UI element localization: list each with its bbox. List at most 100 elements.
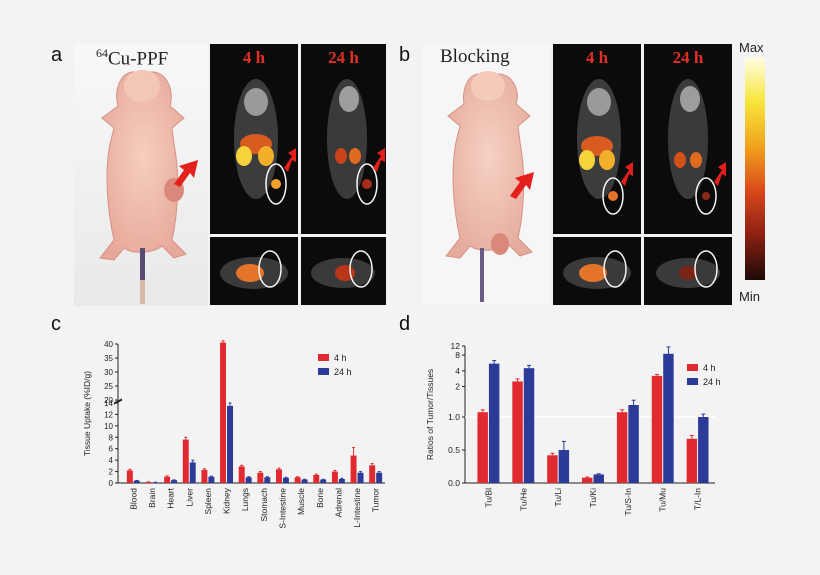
bar-4h (201, 469, 208, 483)
x-tick-label: Tu/He (518, 488, 528, 511)
y-tick-label: 10 (104, 422, 113, 431)
x-tick-label: Tu/S-In (623, 488, 633, 516)
x-tick-label: Tumor (371, 488, 381, 512)
y-tick-label: 4 (109, 456, 114, 465)
x-tick-label: Blood (128, 488, 138, 510)
y-tick-label: 25 (104, 382, 113, 391)
bar-4h (294, 477, 301, 483)
legend-swatch (687, 378, 698, 385)
y-tick-label: 2 (109, 468, 114, 477)
bar-4h (350, 455, 357, 483)
legend-swatch (318, 354, 329, 361)
bar-24h (698, 417, 709, 483)
isotope-mass-number: 64 (96, 46, 108, 60)
pet-scan-24h-axial-a (301, 237, 386, 305)
x-tick-label: Brain (147, 488, 157, 508)
bar-24h (488, 363, 500, 483)
bar-4h (238, 466, 245, 483)
pet-scan-4h-coronal-b: 4 h (553, 44, 641, 234)
bar-4h (547, 455, 558, 483)
scan-time-label: 4 h (585, 48, 609, 67)
bar-4h (512, 381, 523, 483)
scan-time-label: 4 h (242, 48, 266, 67)
x-tick-label: Heart (166, 487, 176, 508)
x-tick-label: L-Intestine (352, 488, 362, 528)
x-tick-label: Liver (184, 488, 194, 507)
bar-4h (331, 471, 338, 483)
x-tick-label: Tu/Li (553, 488, 563, 507)
x-tick-label: Muscle (296, 488, 306, 515)
chart-tumor-ratios: 0.0 0.5 1.0 2 4 812 Ratios of Tumor/Tissues Tu/… (425, 341, 721, 516)
y-tick-label: 14 (104, 399, 113, 408)
bar-4h (477, 412, 488, 483)
y-tick-label: 2 (455, 381, 460, 391)
legend-label: 4 h (703, 363, 716, 373)
legend-swatch (687, 364, 698, 371)
legend-label: 4 h (334, 353, 347, 363)
y-axis-title: Tissue Uptake (%ID/g) (82, 371, 92, 456)
bar-4h (164, 476, 171, 483)
bar-24h (208, 476, 215, 483)
x-tick-label: Lungs (240, 488, 250, 511)
panel-label-b: b (399, 44, 411, 66)
pet-scan-4h-axial-b (553, 237, 641, 305)
bar-24h (357, 472, 364, 483)
bar-24h (264, 477, 271, 483)
tracer-name: Cu-PPF (108, 48, 169, 70)
pet-scan-24h-coronal-b: 24 h (644, 44, 732, 234)
y-tick-label: 0.5 (448, 445, 460, 455)
legend-label: 24 h (334, 367, 352, 377)
y-tick-label: 8 (109, 433, 114, 442)
bar-4h (616, 412, 628, 483)
colorbar-min-label: Min (739, 289, 760, 304)
photo-title-a: 64Cu-PPF (96, 46, 168, 70)
bar-24h (133, 480, 140, 483)
y-axis-title: Ratios of Tumor/Tissues (425, 369, 435, 460)
bar-4h (275, 469, 282, 483)
y-tick-label: 40 (104, 340, 113, 349)
legend-label: 24 h (703, 377, 721, 387)
x-tick-label: Tu/Bl (483, 488, 493, 508)
bar-24h (171, 480, 178, 483)
bar-4h (313, 475, 320, 483)
pet-scan-24h-coronal-a: 24 h (301, 44, 386, 234)
pet-scan-4h-axial-a (210, 237, 298, 305)
x-tick-label: Tu/Mu (658, 488, 668, 512)
bar-4h (651, 375, 663, 483)
y-tick-label: 8 (455, 350, 460, 360)
arrow-icon (510, 172, 534, 199)
pet-scan-24h-axial-b (644, 237, 732, 305)
y-tick-label: 6 (109, 445, 114, 454)
bar-24h (558, 450, 570, 483)
x-tick-label: Tu/Ki (588, 488, 598, 508)
bar-24h (301, 479, 308, 483)
legend-swatch (318, 368, 329, 375)
panel-label-c: c (51, 313, 61, 335)
y-tick-label: 30 (104, 368, 113, 377)
panel-label-d: d (399, 313, 411, 335)
x-tick-label: Kidney (222, 487, 232, 514)
x-tick-label: Adrenal (333, 488, 343, 517)
bar-24h (376, 472, 383, 483)
y-tick-label: 12 (104, 410, 113, 419)
bar-24h (227, 405, 234, 483)
bar-24h (593, 474, 604, 483)
bar-4h (220, 342, 227, 483)
bar-4h (582, 477, 593, 483)
x-tick-label: T/L-In (693, 488, 703, 510)
x-tick-label: Bone (315, 488, 325, 508)
y-tick-label: 35 (104, 354, 113, 363)
y-tick-label: 12 (451, 341, 461, 351)
axis-break-mark (113, 398, 123, 404)
bar-24h (245, 477, 252, 483)
bar-4h (257, 472, 264, 483)
arrow-icon (174, 160, 198, 187)
bar-24h (338, 479, 345, 483)
bar-4h (182, 439, 189, 483)
y-tick-label: 0.0 (448, 478, 460, 488)
photo-title-b: Blocking (440, 46, 510, 67)
bar-24h (628, 405, 639, 483)
bar-24h (282, 477, 289, 483)
bar-24h (663, 353, 674, 483)
